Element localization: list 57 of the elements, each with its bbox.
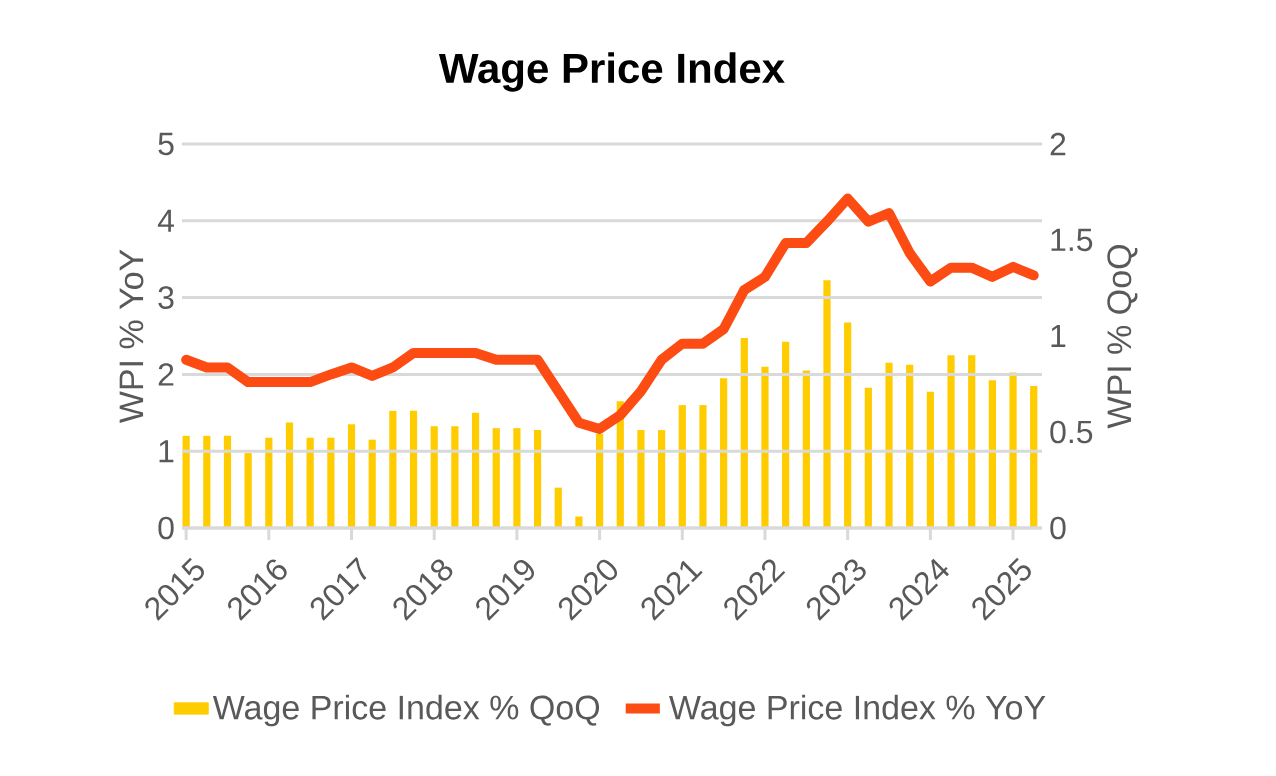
bar (533, 430, 542, 528)
y2-tick-label: 2 (1050, 132, 1066, 156)
bar (575, 516, 583, 528)
y2-tick-label: 0 (1050, 516, 1066, 540)
bar (285, 422, 294, 528)
bar (761, 366, 769, 528)
bar (182, 435, 190, 528)
bar (347, 424, 356, 528)
bar (947, 355, 955, 528)
bar (926, 391, 934, 528)
bar (203, 435, 211, 528)
bar (823, 280, 831, 528)
bar (554, 487, 562, 528)
y-axis-title: WPI % YoY (119, 249, 144, 424)
bar (596, 433, 604, 528)
bar (802, 370, 810, 528)
bar (513, 428, 521, 528)
y2-tick-label: 1 (1051, 324, 1066, 347)
bar (327, 437, 335, 528)
bar (740, 337, 748, 528)
bar (1030, 385, 1038, 528)
bar (906, 364, 914, 528)
bar (988, 380, 996, 528)
y-tick-label: 2 (158, 363, 174, 386)
bar (720, 378, 728, 528)
bar (782, 341, 790, 528)
bar (451, 426, 459, 528)
bar (1009, 372, 1017, 528)
bar (244, 453, 252, 528)
bar (678, 405, 686, 528)
bar (471, 412, 480, 528)
bar (409, 410, 418, 528)
y2-tick-label: 0.5 (1050, 420, 1093, 444)
bar (637, 430, 645, 528)
bar (306, 437, 314, 528)
y2-axis-title: WPI % QoQ (1107, 245, 1138, 429)
chart-title: Wage Price Index (438, 52, 785, 92)
legend-label: Wage Price Index % YoY (669, 694, 1046, 727)
bar (368, 439, 376, 528)
bar (430, 426, 438, 528)
bar (265, 437, 273, 528)
bar (699, 405, 707, 528)
y2-tick-label: 1.5 (1051, 228, 1093, 252)
y-tick-label: 1 (159, 440, 174, 463)
bar (968, 355, 976, 528)
legend-label: Wage Price Index % QoQ (212, 694, 600, 727)
bar (844, 322, 852, 528)
bar (658, 430, 666, 528)
y-tick-label: 4 (157, 209, 174, 232)
y-tick-label: 3 (158, 286, 174, 309)
bar (492, 428, 500, 528)
bar (223, 435, 232, 528)
bar (885, 362, 893, 528)
y-tick-label: 0 (158, 516, 174, 540)
bar (389, 410, 397, 528)
bar (864, 387, 872, 528)
y-tick-label: 5 (158, 132, 174, 156)
